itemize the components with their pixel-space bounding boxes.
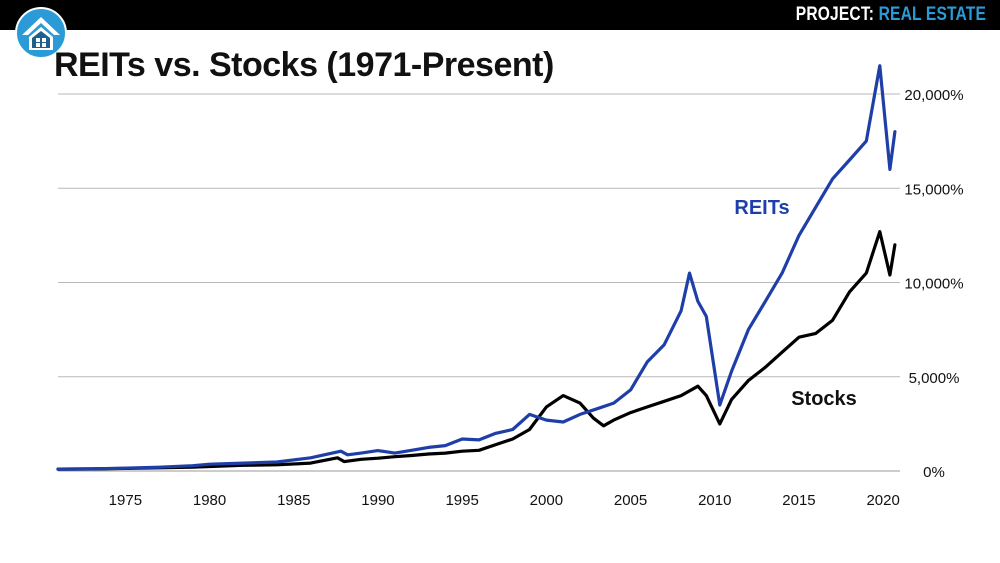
y-tick-label-15000: 15,000% — [904, 181, 963, 198]
x-tick-label-1985: 1985 — [277, 492, 310, 509]
brand-prefix: PROJECT: — [795, 4, 875, 25]
house-arrow-icon — [15, 7, 67, 59]
series-label-stocks: Stocks — [791, 388, 857, 410]
x-tick-label-1995: 1995 — [445, 492, 478, 509]
x-tick-label-2010: 2010 — [698, 492, 731, 509]
x-tick-label-1975: 1975 — [109, 492, 142, 509]
y-tick-label-20000: 20,000% — [904, 87, 963, 104]
top-bar: PROJECT: REAL ESTATE — [0, 0, 1000, 30]
x-tick-label-2020: 2020 — [866, 492, 899, 509]
brand-label: PROJECT: REAL ESTATE — [796, 4, 986, 26]
y-tick-label-5000: 5,000% — [909, 370, 960, 387]
x-tick-label-2000: 2000 — [530, 492, 563, 509]
chart-title: REITs vs. Stocks (1971-Present) — [54, 46, 554, 84]
y-tick-label-10000: 10,000% — [904, 276, 963, 293]
y-tick-label-0: 0% — [923, 464, 945, 481]
series-line-stocks — [56, 230, 897, 471]
series-line-reits — [56, 64, 897, 471]
x-tick-label-1980: 1980 — [193, 492, 226, 509]
x-tick-label-2005: 2005 — [614, 492, 647, 509]
x-tick-label-1990: 1990 — [361, 492, 394, 509]
series-label-reits: REITs — [734, 197, 789, 219]
brand-accent: REAL ESTATE — [878, 4, 986, 25]
x-tick-label-2015: 2015 — [782, 492, 815, 509]
